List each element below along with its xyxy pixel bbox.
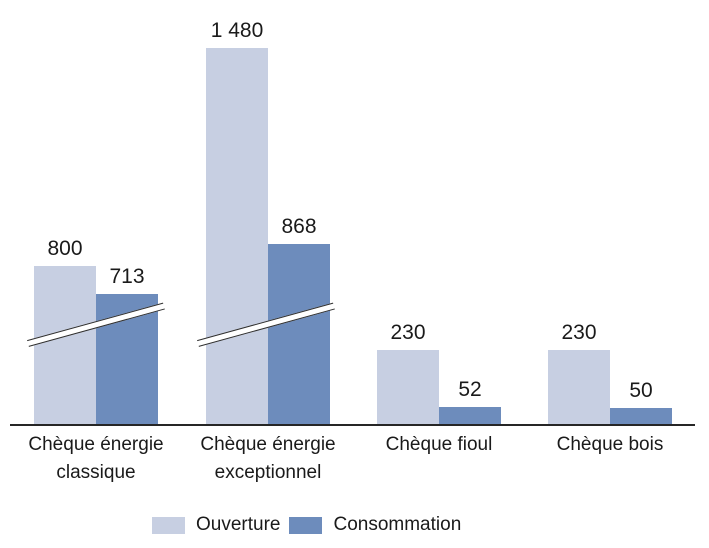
bar-ouverture-cheque-fioul [377,350,439,424]
value-label-consommation-cheque-energie-classique: 713 [109,265,145,288]
value-label-consommation-cheque-energie-exceptionnel: 868 [281,215,317,238]
value-label-ouverture-cheque-bois: 230 [561,321,597,344]
legend-item-ouverture: Ouverture [152,514,280,536]
ouverture-swatch-icon [152,516,185,534]
category-label-cheque-energie-exceptionnel: Chèque énergie exceptionnel [200,434,336,483]
value-label-consommation-cheque-fioul: 52 [458,378,482,401]
consommation-swatch-icon [289,516,323,534]
x-axis-line [10,424,695,426]
value-label-ouverture-cheque-fioul: 230 [390,321,426,344]
bar-consommation-cheque-bois [610,408,672,424]
value-label-ouverture-cheque-energie-exceptionnel: 1 480 [210,19,264,42]
legend: Ouverture Consommation [152,514,461,536]
category-label-cheque-fioul: Chèque fioul [385,434,493,455]
bar-ouverture-cheque-energie-exceptionnel [206,48,268,424]
bar-ouverture-cheque-energie-classique [34,266,96,424]
legend-label-consommation: Consommation [333,514,462,535]
value-label-consommation-cheque-bois: 50 [629,379,653,402]
value-label-ouverture-cheque-energie-classique: 800 [47,237,83,260]
category-label-cheque-energie-classique: Chèque énergie classique [28,434,164,483]
legend-item-consommation: Consommation [289,514,461,536]
bar-consommation-cheque-energie-exceptionnel [268,244,330,424]
category-label-cheque-bois: Chèque bois [556,434,664,455]
bar-ouverture-cheque-bois [548,350,610,424]
bar-consommation-cheque-fioul [439,407,501,424]
legend-label-ouverture: Ouverture [196,514,281,535]
